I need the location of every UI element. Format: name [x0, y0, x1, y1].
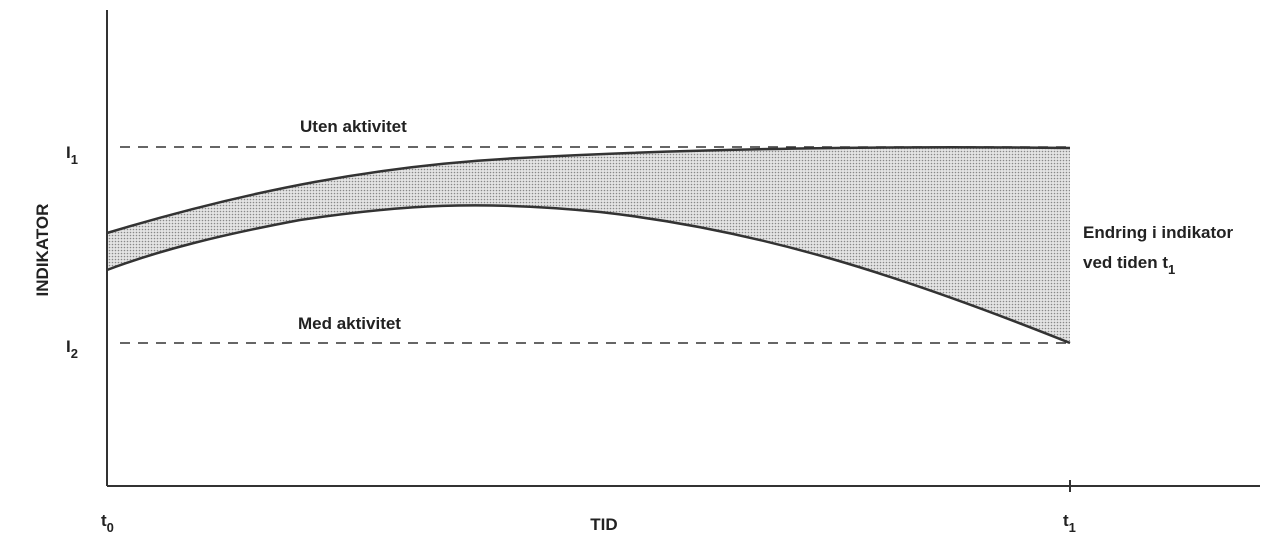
- sub: 0: [107, 520, 114, 535]
- annotation-line1: Endring i indikator: [1083, 223, 1234, 242]
- x-label: TID: [590, 515, 617, 534]
- sub: 1: [1168, 262, 1175, 277]
- sub: 1: [1069, 520, 1076, 535]
- upper-line-label: Uten aktivitet: [300, 117, 407, 136]
- t0-label: t0: [101, 511, 114, 535]
- y-label: INDIKATOR: [33, 204, 52, 297]
- text: ved tiden t: [1083, 253, 1168, 272]
- i1-label: I1: [66, 143, 78, 167]
- lower-curve: [106, 204, 1071, 345]
- upper-curve: [106, 146, 1071, 235]
- base: I: [66, 337, 71, 356]
- base: t: [101, 511, 107, 530]
- sub: 2: [71, 346, 78, 361]
- t1-label: t1: [1063, 511, 1076, 535]
- annotation-line2: ved tiden t1: [1083, 253, 1175, 277]
- base: t: [1063, 511, 1069, 530]
- i2-label: I2: [66, 337, 78, 361]
- change-area: [107, 147, 1070, 343]
- sub: 1: [71, 152, 78, 167]
- base: I: [66, 143, 71, 162]
- lower-line-label: Med aktivitet: [298, 314, 401, 333]
